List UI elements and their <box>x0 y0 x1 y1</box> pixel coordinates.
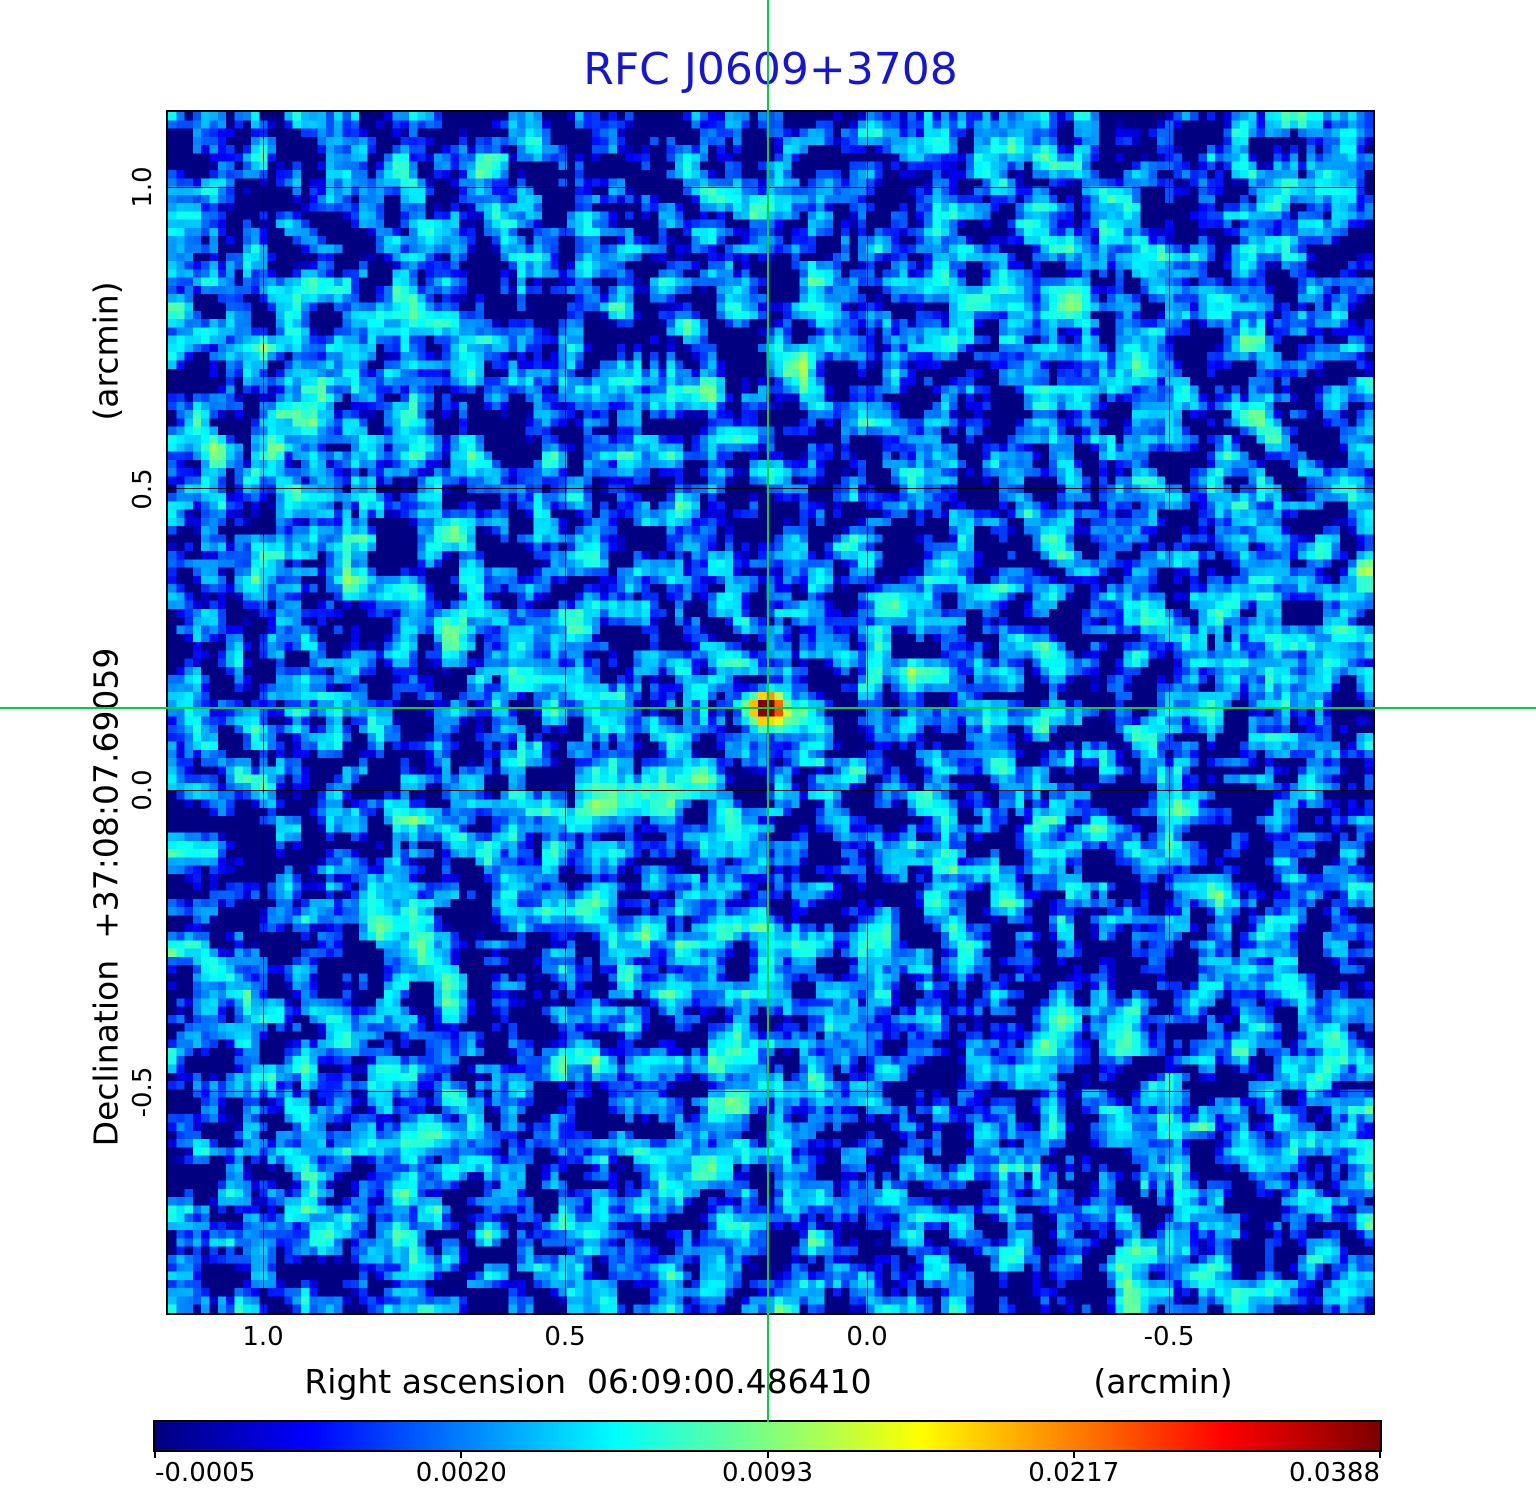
sky-map-frame <box>166 110 1375 1315</box>
sky-map-canvas <box>168 112 1373 1313</box>
x-tick-label-0.0: 0.0 <box>846 1322 888 1352</box>
x-tick-label-0.5: 0.5 <box>544 1322 586 1352</box>
colorbar-tick <box>154 1450 156 1458</box>
y-tick-label--0.5: -0.5 <box>128 1066 158 1117</box>
colorbar-frame <box>153 1420 1382 1452</box>
colorbar-tick <box>1379 1450 1381 1458</box>
colorbar-tick-label-0.0388: 0.0388 <box>1289 1458 1380 1488</box>
x-axis-unit-label: (arcmin) <box>1093 1362 1233 1401</box>
colorbar-tick-label-0.0093: 0.0093 <box>722 1458 813 1488</box>
colorbar-tick <box>460 1450 463 1458</box>
y-axis-label: Declination +37:08:07.69059 <box>86 647 126 1147</box>
figure-title: RFC J0609+3708 <box>583 44 958 95</box>
x-axis-label: Right ascension 06:09:00.486410 <box>304 1362 872 1401</box>
y-tick-label-1.0: 1.0 <box>128 166 158 208</box>
colorbar-tick-label-0.0020: 0.0020 <box>415 1458 507 1488</box>
y-tick-label-0.5: 0.5 <box>128 467 158 510</box>
colorbar-tick-label--0.0005: -0.0005 <box>155 1458 256 1488</box>
colorbar-canvas <box>155 1422 1380 1450</box>
colorbar-tick <box>1072 1450 1075 1458</box>
x-tick-label-1.0: 1.0 <box>242 1322 284 1352</box>
colorbar-tick-label-0.0217: 0.0217 <box>1028 1458 1120 1488</box>
colorbar-tick <box>766 1450 769 1458</box>
x-tick-label--0.5: -0.5 <box>1143 1322 1195 1352</box>
y-axis-unit-label: (arcmin) <box>86 281 126 421</box>
crosshair-vertical-line <box>766 0 769 1422</box>
y-tick-label-0.0: 0.0 <box>128 769 158 811</box>
